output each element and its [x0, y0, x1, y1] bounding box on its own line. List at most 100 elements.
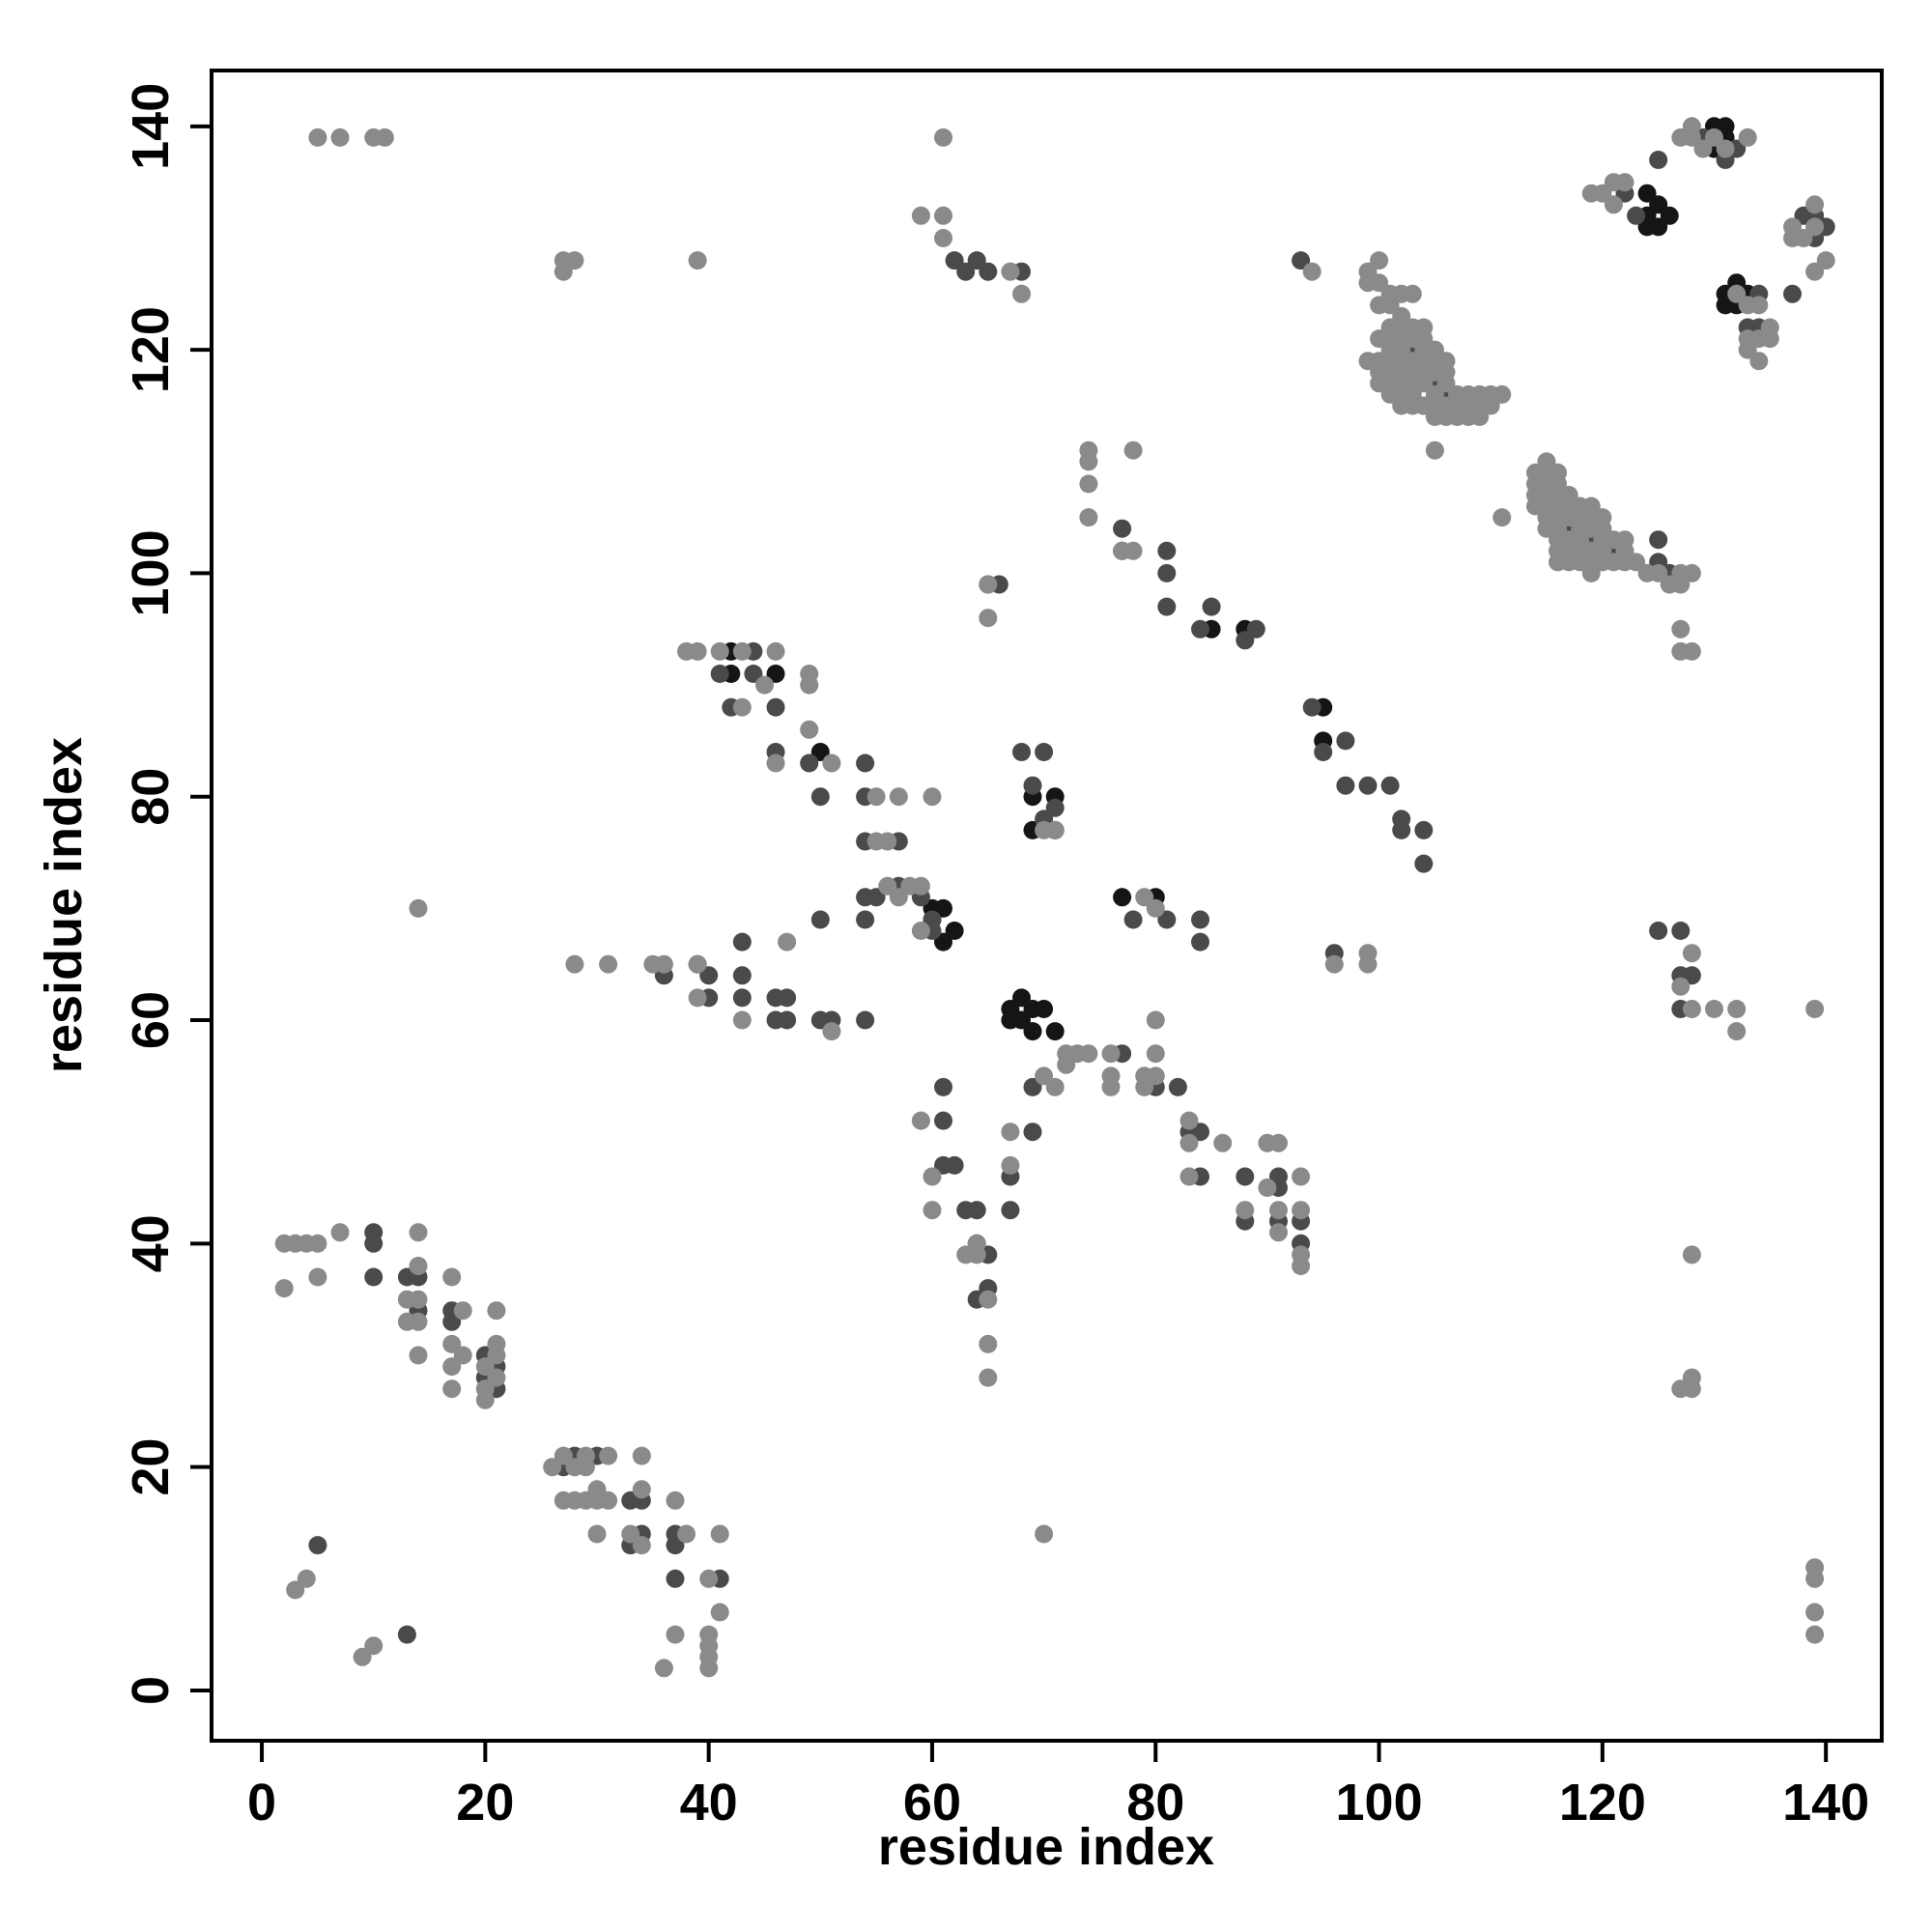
- contact-point: [554, 1446, 573, 1465]
- contact-point: [945, 1155, 964, 1175]
- plot-frame: [210, 69, 1884, 1743]
- contact-point: [1023, 1077, 1042, 1096]
- contact-point: [889, 888, 908, 907]
- contact-point: [409, 1223, 428, 1242]
- contact-point: [979, 609, 998, 628]
- contact-point: [1370, 251, 1389, 270]
- contact-point: [1649, 922, 1668, 940]
- contact-point: [1727, 1000, 1747, 1018]
- contact-point: [1637, 217, 1657, 237]
- contact-point: [1593, 184, 1612, 203]
- contact-point: [1191, 932, 1209, 952]
- contact-point: [1816, 251, 1835, 270]
- contact-point: [800, 720, 819, 739]
- contact-point: [688, 988, 707, 1008]
- contact-point: [934, 128, 952, 147]
- contact-point: [1314, 743, 1333, 761]
- contact-point: [1302, 262, 1321, 281]
- contact-point: [1236, 1201, 1255, 1220]
- contact-point: [1179, 1133, 1199, 1152]
- contact-point: [475, 1390, 495, 1409]
- contact-point: [1370, 273, 1389, 293]
- contact-point: [1727, 1022, 1747, 1041]
- contact-point: [1783, 284, 1802, 303]
- contact-point: [1258, 1179, 1277, 1197]
- contact-point: [1023, 1122, 1042, 1142]
- contact-point: [1671, 575, 1690, 594]
- y-tick-label: 80: [122, 768, 180, 826]
- contact-point: [1135, 888, 1154, 907]
- contact-point: [1079, 508, 1098, 527]
- contact-point: [1682, 966, 1701, 985]
- contact-point: [1001, 1201, 1020, 1220]
- contact-point: [1380, 776, 1400, 795]
- contact-point: [822, 1022, 841, 1041]
- contact-point: [1805, 217, 1825, 237]
- contact-point: [923, 1167, 942, 1186]
- points-layer: [274, 117, 1835, 1678]
- contact-point: [1481, 396, 1500, 415]
- contact-point: [1492, 508, 1512, 527]
- contact-point: [487, 1301, 506, 1321]
- contact-point: [1693, 139, 1713, 158]
- contact-point: [1682, 563, 1701, 582]
- contact-point: [1805, 1603, 1825, 1622]
- contact-point: [1012, 743, 1031, 761]
- contact-point: [1123, 541, 1143, 560]
- contact-point: [1436, 374, 1456, 393]
- contact-point: [1135, 1077, 1154, 1096]
- contact-point: [1057, 1055, 1076, 1074]
- contact-point: [699, 1659, 719, 1678]
- contact-point: [1358, 776, 1378, 795]
- contact-point: [1191, 1122, 1209, 1142]
- contact-point: [1157, 910, 1177, 929]
- contact-point: [565, 954, 584, 974]
- contact-point: [364, 1267, 384, 1287]
- contact-point: [911, 1111, 930, 1130]
- contact-point: [1001, 1122, 1020, 1142]
- contact-point: [409, 1312, 428, 1331]
- contact-point: [599, 1491, 618, 1510]
- contact-point: [442, 1334, 462, 1353]
- contact-point: [666, 1625, 685, 1644]
- contact-point: [923, 910, 942, 929]
- contact-point: [934, 206, 952, 225]
- contact-point: [308, 1267, 327, 1287]
- contact-point: [1179, 1111, 1199, 1130]
- contact-point: [576, 1458, 595, 1477]
- contact-point: [810, 910, 830, 929]
- contact-point: [1637, 184, 1657, 203]
- contact-point: [1079, 452, 1098, 471]
- contact-point: [1682, 128, 1701, 147]
- contact-point: [1123, 440, 1143, 460]
- contact-point: [766, 697, 785, 717]
- contact-point: [1727, 284, 1747, 303]
- contact-point: [1716, 139, 1735, 158]
- contact-point: [599, 954, 618, 974]
- contact-point: [1035, 743, 1054, 761]
- contact-point: [778, 988, 797, 1008]
- contact-point: [856, 1010, 875, 1030]
- contact-point: [1146, 1066, 1165, 1086]
- contact-point: [409, 1257, 428, 1275]
- contact-point: [1660, 206, 1679, 225]
- contact-point: [800, 753, 819, 773]
- contact-point: [732, 1010, 752, 1030]
- contact-point: [1113, 519, 1132, 538]
- contact-point: [1492, 384, 1512, 404]
- y-tick-label: 120: [122, 306, 180, 393]
- contact-point: [1236, 631, 1255, 650]
- contact-point: [688, 641, 707, 661]
- contact-point: [599, 1446, 618, 1465]
- contact-point: [867, 888, 886, 907]
- contact-point: [632, 1446, 651, 1465]
- contact-point: [1682, 1245, 1701, 1264]
- contact-point: [878, 832, 897, 851]
- y-tick-label: 60: [122, 991, 180, 1049]
- x-tick-label: 100: [1336, 1774, 1423, 1832]
- contact-point: [934, 1077, 952, 1096]
- contact-point: [1146, 898, 1165, 918]
- contact-point: [967, 1201, 986, 1220]
- contact-point: [487, 1368, 506, 1387]
- contact-point: [1649, 151, 1668, 169]
